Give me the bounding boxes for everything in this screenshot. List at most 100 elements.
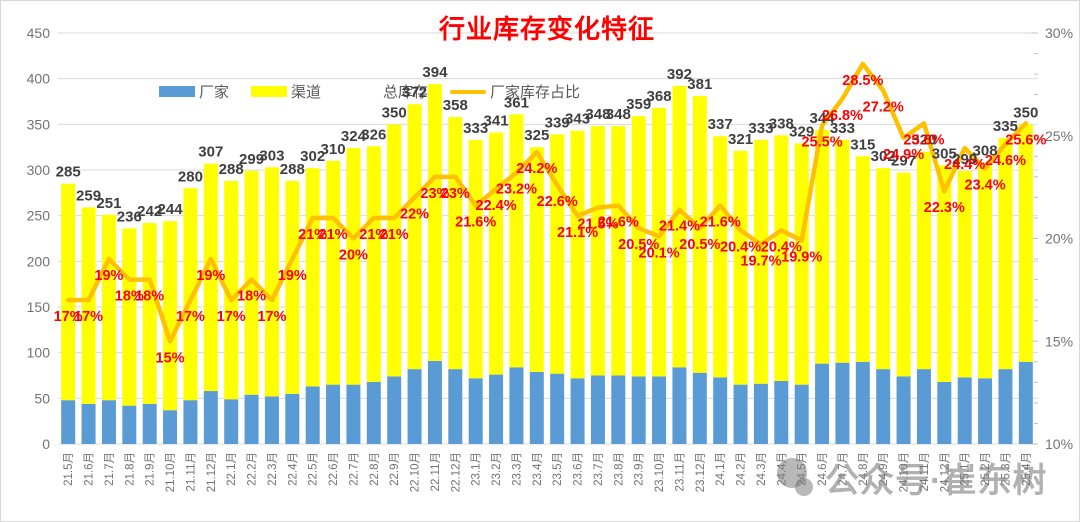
channel-bar-segment (957, 170, 972, 378)
x-tick-label: 24.1月 (715, 452, 727, 486)
channel-bar-segment (570, 130, 585, 379)
channel-bar-segment (733, 150, 748, 385)
x-tick-label: 21.6月 (84, 452, 96, 486)
manufacturer-bar-segment (142, 403, 157, 444)
share-percent-label: 25.5% (802, 134, 843, 150)
channel-bar-segment (611, 126, 626, 376)
share-percent-label: 22% (400, 206, 429, 222)
manufacturer-bar-segment (366, 381, 381, 444)
total-inventory-label: 394 (422, 64, 448, 81)
x-tick-label: 23.11月 (674, 452, 686, 491)
share-percent-label: 20% (339, 248, 368, 264)
channel-bar-segment (652, 107, 667, 377)
manufacturer-share-line (65, 61, 1029, 344)
manufacturer-bar-segment (672, 367, 687, 444)
share-percent-label: 23% (441, 186, 470, 202)
channel-bar-segment (346, 148, 361, 385)
manufacturer-bar-segment (244, 394, 259, 444)
manufacturer-bar-segment (876, 369, 891, 444)
manufacturer-bar-segment (427, 360, 442, 444)
total-inventory-label: 350 (382, 104, 407, 121)
total-inventory-label: 288 (280, 161, 305, 178)
x-tick-label: 24.2月 (736, 452, 748, 486)
total-inventory-label: 333 (830, 120, 855, 137)
manufacturer-bar-segment (346, 384, 361, 444)
channel-bar-segment (529, 147, 544, 372)
share-percent-label: 17% (257, 309, 286, 325)
legend-label-manufacturer: 厂家 (199, 84, 230, 101)
share-percent-label: 25.6% (903, 132, 944, 148)
manufacturer-bar-segment (529, 371, 544, 444)
x-tick-label: 21.11月 (185, 452, 197, 491)
x-tick-label: 24.7月 (837, 452, 849, 486)
total-inventory-label: 339 (545, 114, 570, 131)
share-percent-label: 19.7% (740, 254, 781, 270)
x-tick-label: 21.5月 (63, 452, 75, 486)
manufacturer-bar-segment (753, 383, 768, 444)
channel-bar-segment (774, 135, 789, 381)
manufacturer-bar-segment (957, 377, 972, 444)
total-inventory-label: 335 (993, 118, 1018, 135)
share-percent-label: 17% (176, 309, 205, 325)
share-percent-label: 22.4% (476, 198, 517, 214)
legend-item-share: 厂家库存占比 (450, 81, 580, 102)
manufacturer-bar-segment (631, 376, 646, 444)
x-tick-label: 22.11月 (430, 452, 442, 491)
x-tick-label: 23.10月 (654, 452, 666, 492)
share-percent-label: 24.2% (516, 161, 557, 177)
manufacturer-bar-segment (652, 376, 667, 444)
manufacturer-bar-segment (101, 400, 116, 444)
legend-item-manufacturer: 厂家 (159, 81, 229, 102)
share-percent-label: 27.2% (863, 100, 904, 116)
x-tick-label: 22.9月 (389, 452, 401, 486)
channel-bar-segment (81, 207, 96, 404)
x-tick-label: 23.6月 (573, 452, 585, 486)
total-inventory-label: 372 (402, 84, 427, 101)
y-left-tick-label: 50 (34, 390, 50, 406)
channel-bar-segment (427, 84, 442, 361)
y-right-tick-label: 30% (1045, 25, 1073, 41)
channel-bar-segment (978, 162, 993, 379)
manufacturer-bar-segment (978, 378, 993, 444)
x-tick-label: 23.7月 (593, 452, 605, 486)
manufacturer-bar-segment (733, 384, 748, 444)
legend-label-share: 厂家库存占比 (490, 84, 581, 101)
channel-bar-segment (713, 136, 728, 378)
manufacturer-bar-segment (468, 378, 483, 444)
total-inventory-label: 302 (300, 148, 325, 165)
share-percent-label: 19% (278, 268, 307, 284)
x-tick-label: 23.8月 (613, 452, 625, 486)
y-right-tick-label: 10% (1045, 436, 1073, 452)
chart-title: 行业库存变化特征 (438, 14, 655, 44)
x-tick-label: 23.3月 (511, 452, 523, 486)
total-inventory-label: 338 (769, 115, 794, 132)
share-percent-label: 21% (298, 227, 327, 243)
manufacturer-bar-segment (81, 403, 96, 444)
channel-bar-segment (855, 156, 870, 362)
total-inventory-label: 251 (96, 195, 121, 212)
manufacturer-bar-segment (122, 405, 137, 444)
total-inventory-label: 359 (626, 96, 651, 113)
share-percent-label: 23.4% (965, 178, 1006, 194)
total-inventory-label: 242 (137, 203, 162, 220)
manufacturer-bar-segment (998, 369, 1013, 444)
total-inventory-label: 315 (850, 136, 875, 153)
y-right-tick-label: 25% (1045, 128, 1073, 144)
share-percent-label: 20.5% (618, 237, 659, 253)
x-tick-label: 22.1月 (226, 452, 238, 486)
manufacturer-bar-segment (937, 381, 952, 444)
y-left-tick-label: 150 (27, 299, 51, 315)
x-tick-label: 23.2月 (491, 452, 503, 486)
channel-bar-segment (631, 116, 646, 377)
share-percent-label: 22.3% (924, 200, 965, 216)
legend-swatch-channel (251, 86, 288, 97)
manufacturer-bar-segment (264, 396, 279, 444)
channel-bar-segment (264, 167, 279, 397)
manufacturer-bar-segment (448, 369, 463, 444)
total-inventory-label: 326 (361, 126, 386, 143)
x-tick-label: 23.12月 (695, 452, 707, 492)
x-tick-label: 21.8月 (124, 452, 136, 486)
total-inventory-label: 305 (932, 145, 957, 162)
